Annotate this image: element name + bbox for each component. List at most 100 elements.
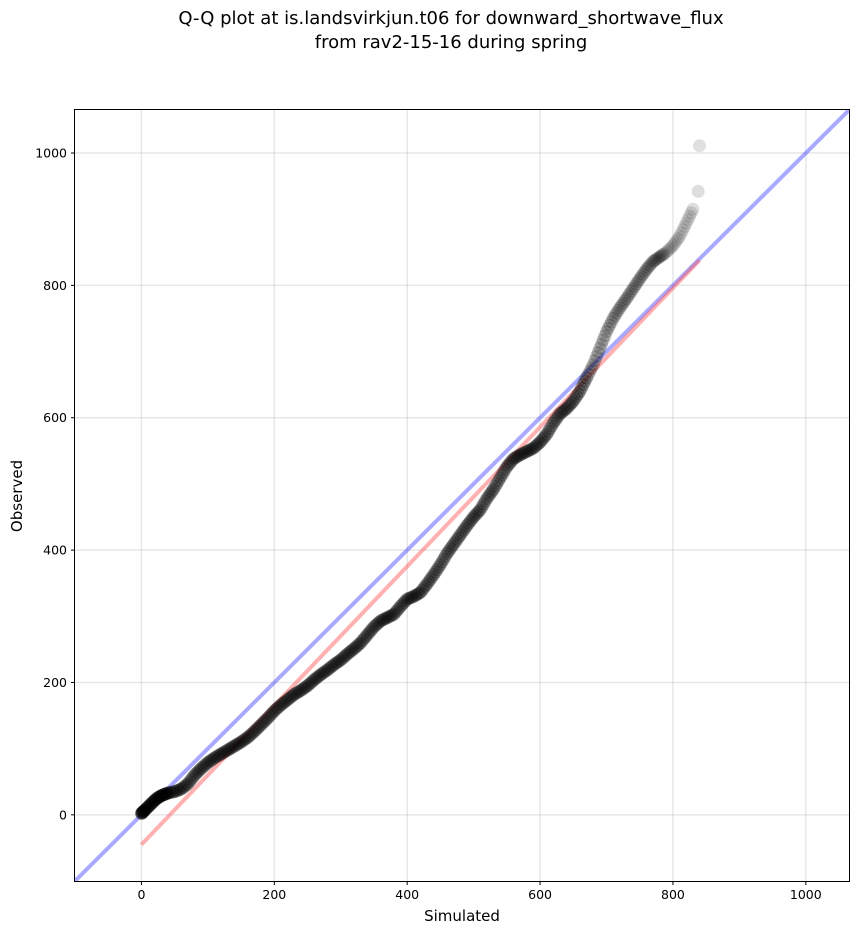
quantile-point [213,748,227,762]
quantile-point [360,628,374,642]
quantile-point [631,274,645,288]
quantile-point [653,250,667,264]
quantile-point [236,734,250,748]
x-tick-label: 0 [137,887,145,902]
quantile-point [425,570,439,584]
quantile-point [550,411,564,425]
quantile-point [302,677,316,691]
quantile-point [648,253,662,267]
quantile-point [506,452,520,466]
quantile-point [604,315,618,329]
quantile-point [364,624,378,638]
quantile-point [540,427,554,441]
quantile-point [543,422,557,436]
quantile-point [538,429,552,443]
quantile-point [332,654,346,668]
quantile-point [217,745,231,759]
quantile-point [623,287,637,301]
quantile-point [134,806,148,820]
quantile-point [575,381,589,395]
quantile-point [232,736,246,750]
quantile-point [340,647,354,661]
quantile-point [146,795,160,809]
quantile-point [166,785,180,799]
quantile-point [639,262,653,276]
quantile-point [498,463,512,477]
quantile-point [279,694,293,708]
quantile-point [399,594,413,608]
x-axis-label: Simulated [424,907,500,925]
quantile-point [618,294,632,308]
quantile-point [553,407,567,421]
quantile-point [445,539,459,553]
quantile-point [480,491,494,505]
quantile-point [394,599,408,613]
quantile-point [203,754,217,768]
y-axis-ticks: 0 200 400 600 800 1000 [35,146,75,822]
quantile-point [674,226,688,240]
quantile-point [159,787,173,801]
quantile-point [638,265,652,279]
quantile-point [173,783,187,797]
quantile-point [497,465,511,479]
quantile-point [616,296,630,310]
quantile-point [457,523,471,537]
grid [75,110,849,881]
quantile-point [671,232,685,246]
quantile-point [267,704,281,718]
quantile-point [488,479,502,493]
quantile-point [317,665,331,679]
quantile-point [503,456,517,470]
quantile-point [314,668,328,682]
quantile-point [676,223,690,237]
quantile-point [686,202,700,216]
quantile-point [493,471,507,485]
quantile-point [355,634,369,648]
quantile-point [487,482,501,496]
quantile-point [296,682,310,696]
quantile-point [608,309,622,323]
quantile-point [518,445,532,459]
quantile-point [204,753,218,767]
quantile-point [443,542,457,556]
quantile-point [603,318,617,332]
quantile-point [510,450,524,464]
quantile-point [470,506,484,520]
quantile-point [254,718,268,732]
quantile-point [420,577,434,591]
quantile-point [385,608,399,622]
quantile-point [201,756,215,770]
quantile-point [282,691,296,705]
quantile-point [561,400,575,414]
quantile-point [402,591,416,605]
quantile-point [447,537,461,551]
quantile-point [135,806,149,820]
quantile-point [588,354,602,368]
quantile-point [413,585,427,599]
quantile-point [485,485,499,499]
quantile-point [593,341,607,355]
quantile-point [633,272,647,286]
quantile-point [661,244,675,258]
quantile-point [673,229,687,243]
quantile-point [521,444,535,458]
quantile-point [691,184,705,198]
quantile-point [545,419,559,433]
quantile-point [580,371,594,385]
quantile-point [565,396,579,410]
quantile-point [541,424,555,438]
quantile-point [150,791,164,805]
quantile-point [183,775,197,789]
quantile-point [408,588,422,602]
quantile-point [277,695,291,709]
quantile-point [526,441,540,455]
quantile-point [320,663,334,677]
quantile-point [380,611,394,625]
quantile-point [669,234,683,248]
quantile-point [312,669,326,683]
y-tick-label: 600 [43,410,67,425]
quantile-point [159,787,173,801]
quantile-point [397,596,411,610]
quantile-point [211,749,225,763]
quantile-point [188,768,202,782]
